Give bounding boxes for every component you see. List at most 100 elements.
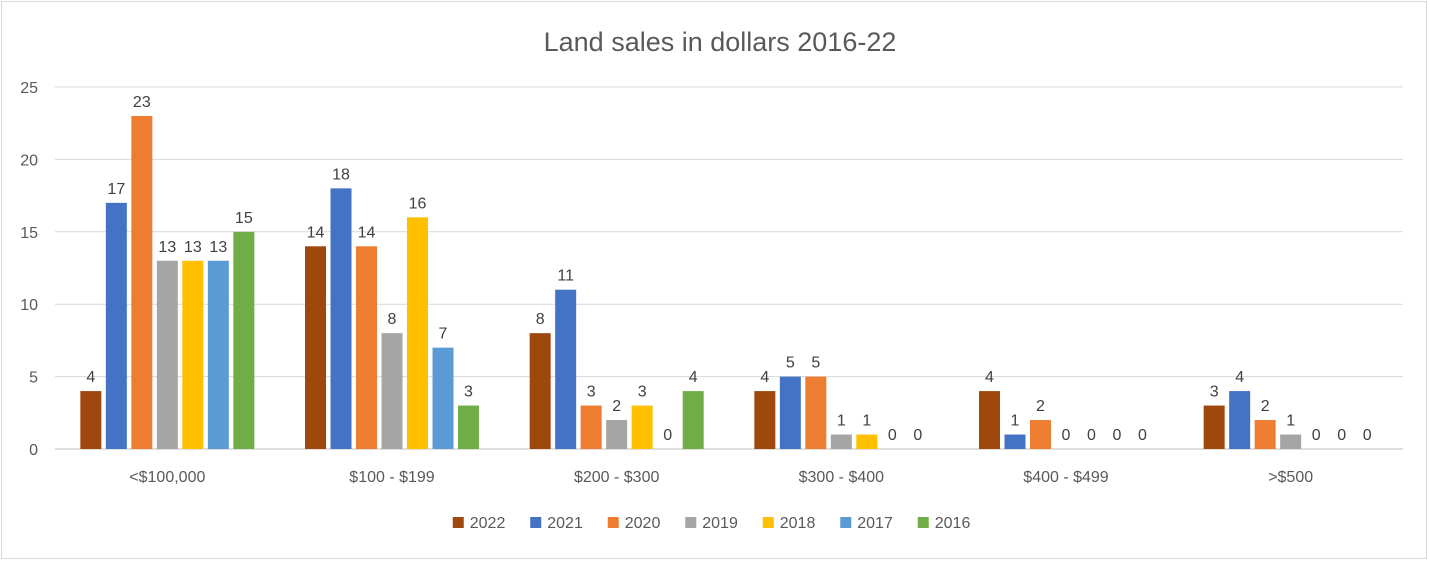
data-label: 0 (888, 427, 897, 444)
legend-label: 2017 (857, 515, 893, 532)
bars (80, 115, 1302, 450)
data-label: 11 (557, 268, 574, 285)
data-label: 0 (1087, 427, 1096, 444)
data-label: 2 (612, 398, 621, 415)
legend-label: 2020 (625, 515, 661, 532)
bar-2019 (381, 333, 403, 449)
legend-swatch (530, 517, 542, 528)
data-label: 7 (439, 326, 448, 343)
y-tick-label: 15 (20, 225, 38, 242)
bar-2020 (805, 376, 827, 449)
y-tick-label: 5 (29, 370, 38, 387)
data-label: 4 (760, 369, 769, 386)
bar-2021 (105, 202, 127, 449)
category-label: $200 - $300 (574, 469, 660, 486)
bar-2018 (631, 405, 653, 449)
data-label: 16 (409, 195, 427, 212)
data-label: 3 (638, 384, 647, 401)
bar-2019 (606, 420, 628, 449)
bar-2016 (233, 231, 255, 449)
data-label: 13 (158, 239, 176, 256)
legend-swatch (917, 517, 929, 528)
bar-2022 (529, 333, 551, 449)
bar-2018 (407, 217, 428, 449)
y-tick-label: 20 (20, 152, 38, 169)
bar-2021 (1229, 391, 1251, 449)
bar-2019 (830, 434, 852, 449)
data-label: 2 (1036, 398, 1045, 415)
category-label: $400 - $499 (1023, 469, 1109, 486)
bar-2016 (458, 405, 479, 449)
legend-label: 2022 (470, 515, 506, 532)
bar-2019 (1280, 434, 1302, 449)
y-tick-label: 10 (20, 297, 38, 314)
data-label: 14 (307, 224, 325, 241)
data-label: 3 (1210, 384, 1219, 401)
y-tick-label: 25 (20, 80, 38, 97)
data-label: 23 (133, 94, 151, 111)
data-label: 4 (86, 369, 95, 386)
bar-2020 (131, 115, 153, 450)
legend: 2022 2021 2020 2019 2018 2017 2016 (452, 515, 971, 532)
data-label: 3 (464, 384, 473, 401)
y-tick-label: 0 (29, 442, 38, 459)
bar-2019 (156, 260, 178, 449)
data-label: 18 (332, 166, 350, 183)
legend-swatch (685, 517, 697, 528)
bar-2020 (356, 246, 377, 449)
bar-2022 (979, 391, 1000, 449)
data-label: 2 (1261, 398, 1270, 415)
data-label: 1 (837, 413, 846, 430)
data-label: 0 (1363, 427, 1372, 444)
bar-2018 (856, 434, 878, 449)
bar-2020 (1254, 420, 1276, 449)
data-label: 0 (663, 427, 672, 444)
bar-2022 (1203, 405, 1225, 449)
bar-2017 (207, 260, 229, 449)
legend-swatch (607, 517, 619, 528)
x-axis-categories: <$100,000 $100 - $199 $200 - $300 $300 - $4… (129, 469, 1313, 486)
bar-2016 (682, 391, 704, 449)
data-label: 1 (1286, 413, 1295, 430)
data-label: 14 (358, 224, 376, 241)
bar-2020 (1030, 420, 1051, 449)
bar-2017 (432, 347, 454, 449)
legend-label: 2021 (547, 515, 583, 532)
legend-swatch (762, 517, 774, 528)
data-label: 0 (913, 427, 922, 444)
data-label: 5 (811, 355, 820, 372)
bar-2022 (754, 391, 776, 449)
data-label: 1 (1011, 413, 1020, 430)
data-label: 0 (1138, 427, 1147, 444)
data-label: 0 (1337, 427, 1346, 444)
bar-2021 (555, 289, 577, 449)
data-label: 17 (107, 181, 125, 198)
data-label: 13 (209, 239, 227, 256)
data-label: 3 (587, 384, 596, 401)
category-label: $300 - $400 (799, 469, 885, 486)
legend-label: 2019 (702, 515, 738, 532)
bar-2020 (580, 405, 602, 449)
gridlines (55, 86, 1403, 450)
bar-2021 (330, 188, 352, 450)
category-label: <$100,000 (129, 469, 205, 486)
data-label: 8 (388, 311, 397, 328)
data-label: 0 (1113, 427, 1122, 444)
legend-swatch (840, 517, 852, 528)
data-label: 8 (536, 311, 545, 328)
category-label: >$500 (1268, 469, 1313, 486)
bar-2022 (80, 391, 102, 449)
chart-title: Land sales in dollars 2016-22 (544, 27, 897, 57)
data-label: 1 (862, 413, 871, 430)
y-axis-ticks: 0 5 10 15 20 25 (20, 80, 38, 459)
legend-label: 2018 (780, 515, 816, 532)
data-label: 13 (184, 239, 202, 256)
bar-2021 (1004, 434, 1026, 449)
category-label: $100 - $199 (349, 469, 435, 486)
data-label: 0 (1312, 427, 1321, 444)
legend-label: 2016 (935, 515, 971, 532)
bar-2021 (779, 376, 801, 449)
data-label: 15 (235, 210, 253, 227)
